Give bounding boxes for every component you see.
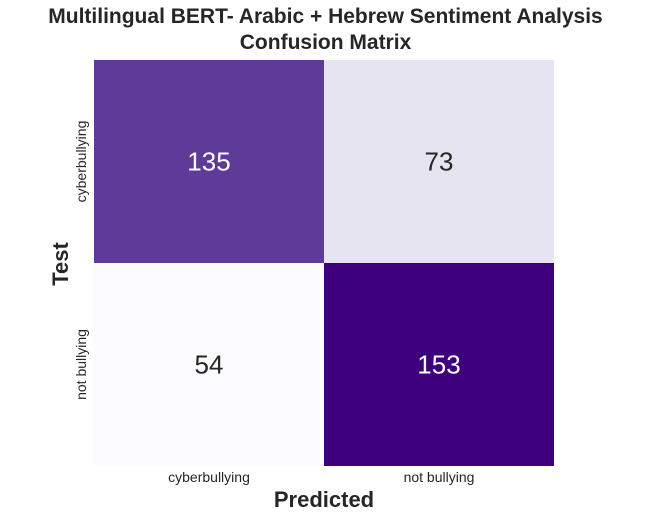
heatmap-cell-r0-c0 [94, 60, 324, 263]
cell-value-label-r0-c1: 73 [425, 147, 454, 177]
heatmap-cells: 135 73 54 153 [94, 60, 554, 466]
chart-title: Multilingual BERT- Arabic + Hebrew Senti… [48, 5, 603, 28]
heatmap-cell-r1-c1 [324, 263, 554, 466]
y-axis-label: Test [48, 242, 73, 286]
cell-value-label-r1-c0: 54 [195, 350, 224, 380]
x-axis-label: Predicted [274, 487, 374, 512]
chart-title-block: Multilingual BERT- Arabic + Hebrew Senti… [0, 4, 651, 56]
cell-value-label-r0-c0: 135 [187, 147, 230, 177]
x-tick-label-1: not bullying [404, 469, 475, 485]
y-tick-label-0: cyberbullying [73, 121, 89, 203]
heatmap-cell-r1-c0 [94, 263, 324, 466]
tick-labels: cyberbullying not bullying cyberbullying no… [73, 121, 474, 485]
cell-value-label-r1-c1: 153 [417, 350, 460, 380]
y-tick-label-1: not bullying [73, 329, 89, 400]
heatmap-cell-r0-c1 [324, 60, 554, 263]
chart-subtitle: Confusion Matrix [239, 31, 412, 54]
x-tick-label-0: cyberbullying [168, 469, 250, 485]
